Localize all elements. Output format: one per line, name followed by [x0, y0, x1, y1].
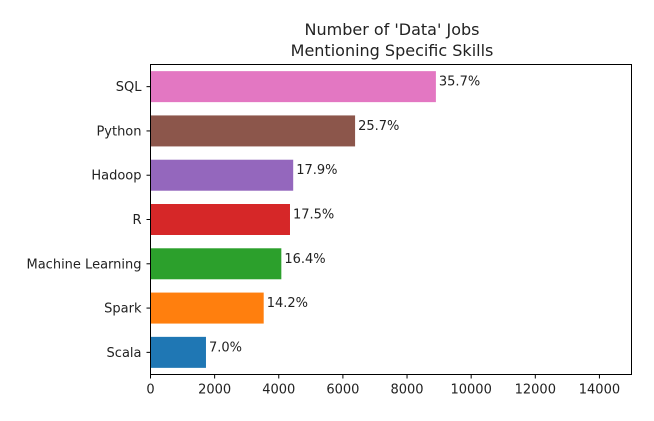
bar-r — [150, 204, 290, 235]
x-tick-label: 8000 — [390, 383, 423, 398]
bar-scala — [150, 336, 206, 368]
bar-machine-learning — [150, 248, 282, 280]
x-tick-label: 10000 — [450, 383, 491, 398]
category-label: SQL — [116, 80, 142, 95]
y-axis-labels: SQL Python Hadoop R Machine Learning Spark Sca… — [27, 80, 151, 361]
x-tick-label: 12000 — [515, 383, 556, 398]
bar-spark — [150, 292, 264, 324]
chart-title-line-2: Mentioning Specific Skills — [291, 41, 494, 60]
x-tick-label: 14000 — [579, 383, 620, 398]
category-label: Scala — [107, 346, 142, 361]
data-label: 7.0% — [209, 340, 242, 355]
data-label: 17.9% — [296, 163, 337, 178]
bar-python — [150, 115, 356, 147]
bar-hadoop — [150, 159, 294, 191]
data-label: 14.2% — [267, 296, 308, 311]
category-label: Machine Learning — [27, 257, 142, 272]
bars-group: 35.7% 25.7% 17.9% 17.5% 16.4% 14.2% 7.0% — [150, 71, 480, 368]
x-tick-label: 2000 — [198, 383, 231, 398]
category-label: Spark — [104, 302, 142, 317]
data-label: 17.5% — [293, 208, 334, 223]
x-axis-ticks: 0 2000 4000 6000 8000 10000 12000 14000 — [146, 374, 620, 398]
data-label: 16.4% — [284, 252, 325, 267]
x-tick-label: 0 — [146, 383, 154, 398]
data-label: 25.7% — [358, 119, 399, 134]
plot-frame — [150, 64, 632, 375]
category-label: Python — [96, 124, 141, 139]
chart-title-line-1: Number of 'Data' Jobs — [305, 20, 480, 39]
data-label: 35.7% — [439, 75, 480, 90]
x-tick-label: 4000 — [262, 383, 295, 398]
category-label: R — [132, 213, 141, 228]
x-tick-label: 6000 — [326, 383, 359, 398]
category-label: Hadoop — [91, 169, 141, 184]
bar-sql — [150, 71, 436, 103]
